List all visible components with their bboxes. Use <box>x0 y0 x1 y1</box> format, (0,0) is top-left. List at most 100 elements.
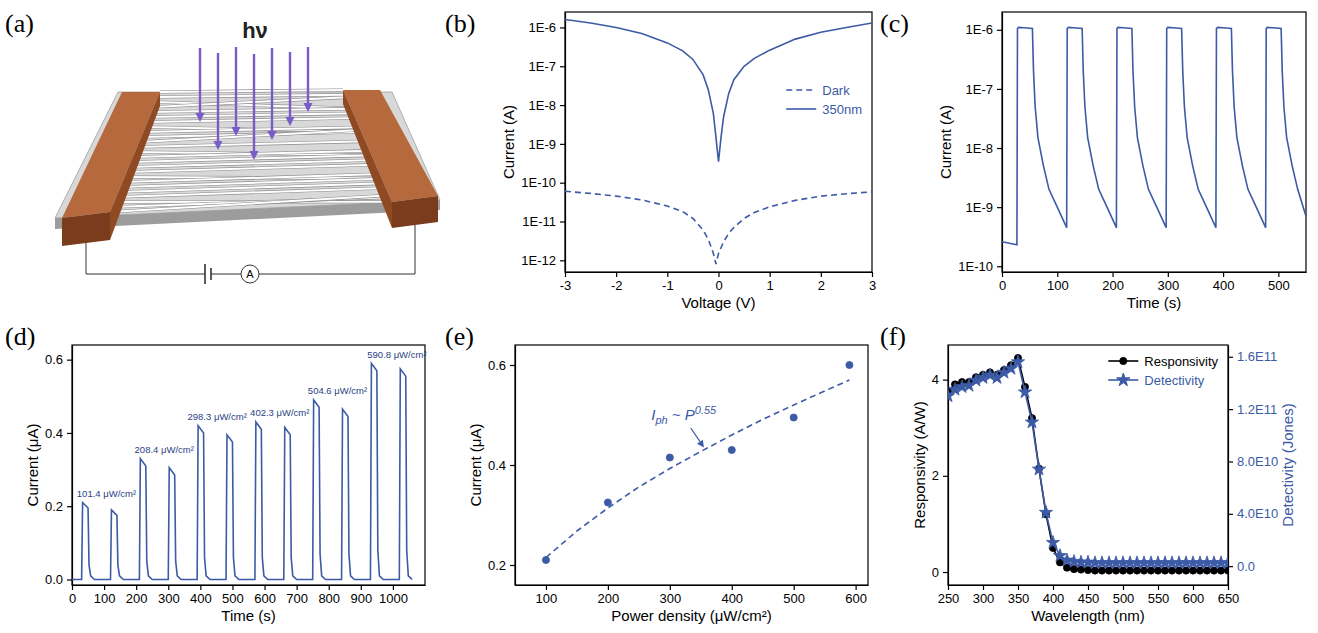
marker <box>1217 567 1224 574</box>
tick-label: 550 <box>1148 591 1170 606</box>
left-axis: 0.00.20.40.6 <box>45 346 73 588</box>
tick: 100 <box>536 585 558 606</box>
tick-mark <box>560 183 565 184</box>
tick: 800 <box>318 585 340 606</box>
bottom-axis: 01002003004005006007008009001000 <box>69 585 426 606</box>
tick-mark <box>1002 272 1003 277</box>
marker <box>1046 536 1059 549</box>
plot-frame <box>515 345 868 585</box>
axis-line <box>1002 13 1003 273</box>
tick: 200 <box>598 585 620 606</box>
tick-mark <box>560 105 565 106</box>
x-axis-title: Time (s) <box>1127 294 1181 311</box>
tick-mark <box>565 272 566 277</box>
tick: 1E-8 <box>966 141 1002 156</box>
series-line <box>546 380 849 558</box>
tick-mark <box>297 585 298 590</box>
tick-mark <box>1228 585 1229 590</box>
light-arrow <box>271 48 273 132</box>
marker <box>1032 462 1045 475</box>
panel-letter: (a) <box>5 9 34 38</box>
tick: 4 <box>932 372 948 387</box>
tick-mark <box>168 585 169 590</box>
tick: 0 <box>69 585 76 606</box>
tick: 300 <box>973 585 995 606</box>
tick-label: 1E-6 <box>529 20 556 35</box>
tick-label: 600 <box>254 591 276 606</box>
tick-label: 1E-7 <box>529 59 556 74</box>
plot-area <box>72 363 412 579</box>
nanowire-shadow <box>139 130 360 142</box>
tick-mark <box>794 585 795 590</box>
axis-line <box>1003 272 1307 273</box>
nanowire <box>127 165 376 172</box>
tick-label: 0.4 <box>488 458 506 473</box>
tick-label: 800 <box>318 591 340 606</box>
tick-mark <box>67 506 72 507</box>
nanowire-shadow <box>148 118 356 122</box>
marker <box>1210 567 1217 574</box>
tick-mark <box>560 144 565 145</box>
marker <box>1098 567 1105 574</box>
annotation: 101.4 μW/cm² <box>77 488 136 499</box>
tick-label: 400 <box>1213 278 1235 293</box>
tick-mark <box>393 585 394 590</box>
tick: 0.0 <box>1228 559 1255 574</box>
marker <box>846 361 853 368</box>
figure: Ahν(a)-3-2-101231E-121E-111E-101E-91E-81… <box>0 0 1318 633</box>
circuit-wire <box>204 264 206 284</box>
light-arrow <box>235 47 237 128</box>
tick: 0 <box>999 272 1006 293</box>
tick-mark <box>104 585 105 590</box>
tick-mark <box>983 585 984 590</box>
tick: 1 <box>767 272 774 293</box>
tick-mark <box>943 380 948 381</box>
tick-label: 350 <box>1008 591 1030 606</box>
tick-label: -1 <box>662 278 674 293</box>
light-arrowhead <box>250 151 259 160</box>
marker <box>1112 567 1119 574</box>
tick-mark <box>264 585 265 590</box>
annotation-subscript: ph <box>654 414 667 426</box>
tick-label: 300 <box>973 591 995 606</box>
legend: Dark350nm <box>786 83 862 117</box>
y-axis-title: Current (μA) <box>467 424 484 507</box>
annotation-superscript: 0.55 <box>695 404 717 416</box>
circuit: A <box>86 225 415 284</box>
tick-label: 400 <box>1043 591 1065 606</box>
tick: 200 <box>126 585 148 606</box>
axis-line <box>1228 346 1229 586</box>
annotation-arrow <box>691 428 700 442</box>
light-arrowhead <box>196 113 205 122</box>
x-axis-title: Time (s) <box>221 607 275 624</box>
tick-label: 0 <box>999 278 1006 293</box>
marker <box>1182 567 1189 574</box>
tick-label: 1E-10 <box>958 259 993 274</box>
marker <box>1203 567 1210 574</box>
x-axis-title: Voltage (V) <box>681 294 755 311</box>
tick-label: 300 <box>158 591 180 606</box>
tick-label: 100 <box>536 591 558 606</box>
tick: 1000 <box>379 585 408 606</box>
tick: -3 <box>560 272 572 293</box>
tick-label: 1.6E11 <box>1237 349 1277 364</box>
plot-area <box>948 354 1228 574</box>
tick-label: 600 <box>1183 591 1205 606</box>
tick-label: 500 <box>1113 591 1135 606</box>
electrode-side <box>110 92 160 240</box>
nanowire <box>154 97 346 107</box>
tick-label: 0.6 <box>45 352 63 367</box>
tick-label: 700 <box>286 591 308 606</box>
tick-mark <box>608 585 609 590</box>
tick: 500 <box>783 585 805 606</box>
marker <box>1161 567 1168 574</box>
nanowire <box>150 113 354 117</box>
plot-area <box>1002 27 1306 245</box>
tick: 400 <box>721 585 743 606</box>
right-axis: 0.04.0E108.0E101.2E111.6E11 <box>1228 346 1278 586</box>
panel: 1002003004005006000.20.40.6Power density… <box>445 322 869 624</box>
tick-mark <box>1193 585 1194 590</box>
tick-label: 1E-11 <box>522 214 556 229</box>
bottom-axis: -3-2-10123 <box>560 272 876 293</box>
nanowire <box>137 141 365 147</box>
